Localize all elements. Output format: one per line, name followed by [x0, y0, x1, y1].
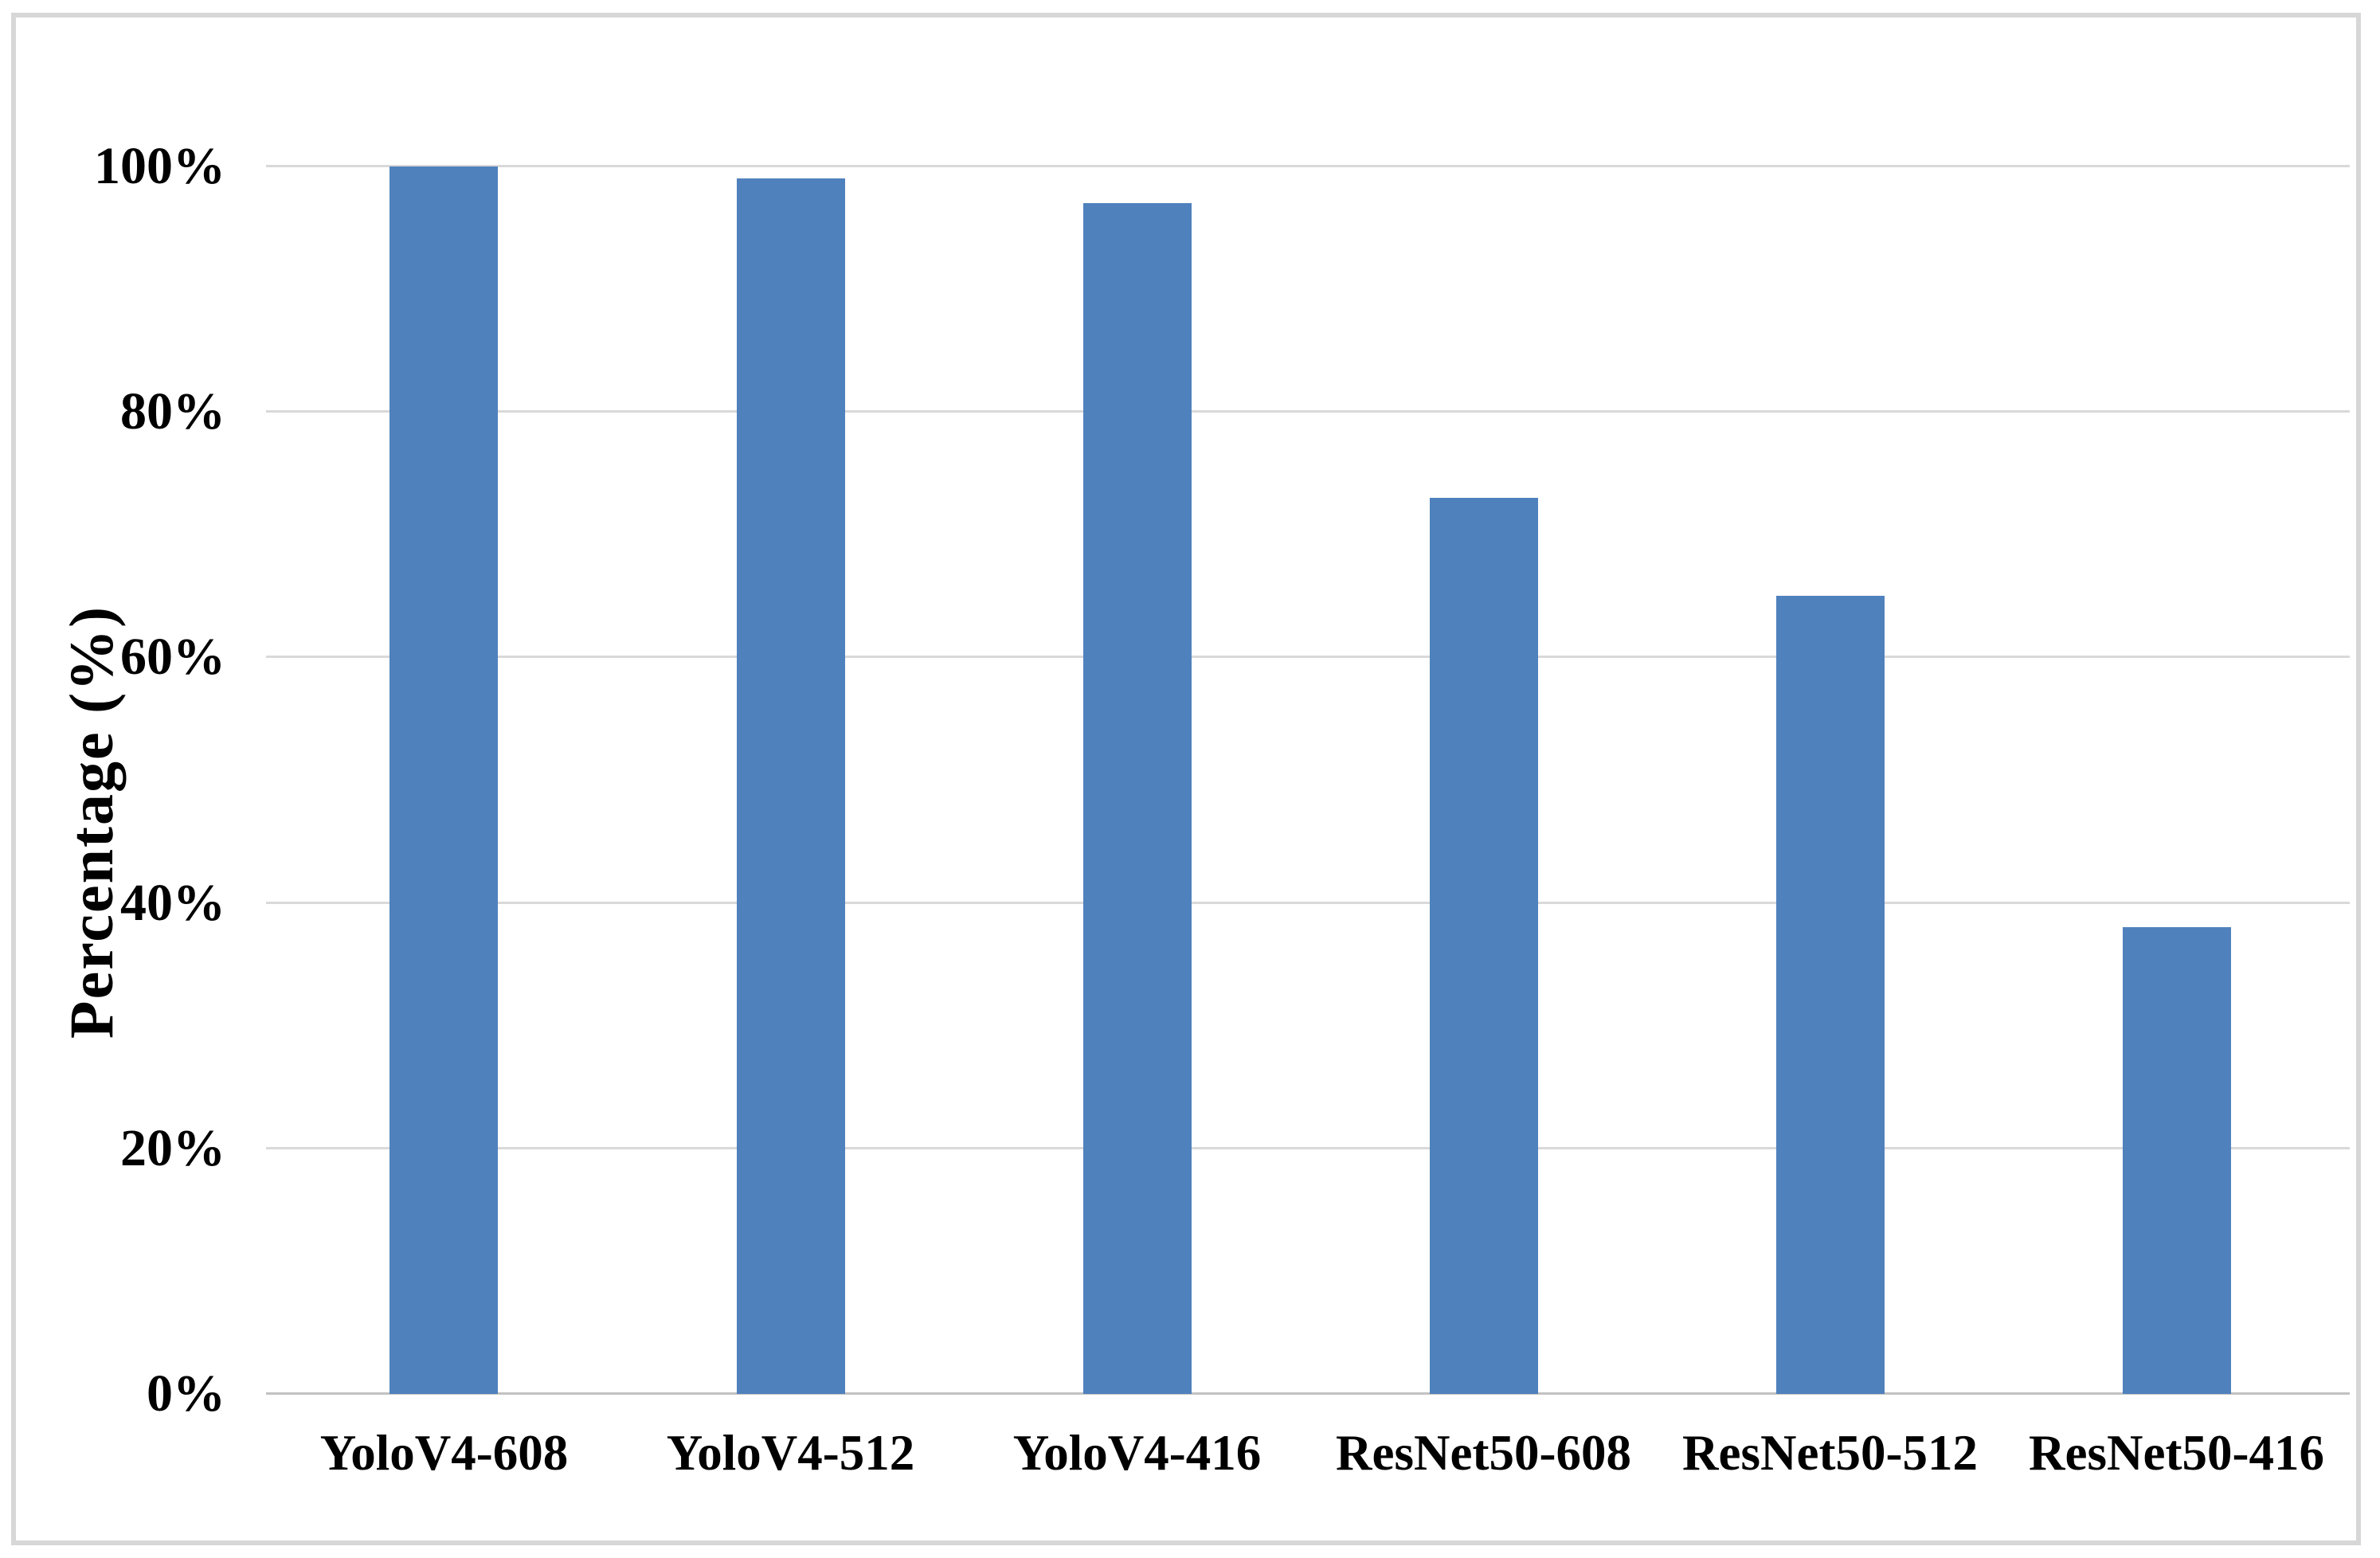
gridline-80%: [266, 410, 2350, 413]
bar-ResNet50-608: [1429, 498, 1538, 1394]
gridline-20%: [266, 1146, 2350, 1149]
bar-YoloV4-512: [736, 178, 845, 1394]
y-tick-label-40%: 40%: [120, 873, 225, 932]
chart-frame: Percentage (%) 0% 20% 40% 60% 80% 100% YoloV4…: [11, 13, 2361, 1545]
y-tick-label-80%: 80%: [120, 382, 225, 441]
x-tick-label-YoloV4-512: YoloV4-512: [666, 1425, 915, 1481]
x-axis-tick-labels: YoloV4-608 YoloV4-512 YoloV4-416 ResNet50-6…: [271, 1424, 2350, 1496]
gridline-60%: [266, 656, 2350, 659]
bar-YoloV4-416: [1082, 203, 1192, 1394]
y-tick-label-100%: 100%: [94, 137, 225, 195]
x-tick-label-YoloV4-608: YoloV4-608: [319, 1425, 569, 1481]
x-tick-label-ResNet50-416: ResNet50-416: [2029, 1425, 2324, 1481]
bar-ResNet50-416: [2122, 927, 2231, 1394]
gridline-100%: [266, 165, 2350, 167]
plot-area: [266, 165, 2350, 1395]
bar-ResNet50-512: [1775, 596, 1885, 1394]
bar-YoloV4-608: [389, 166, 499, 1394]
x-tick-label-ResNet50-608: ResNet50-608: [1336, 1425, 1631, 1481]
y-tick-label-0%: 0%: [147, 1364, 225, 1423]
x-tick-label-YoloV4-416: YoloV4-416: [1012, 1425, 1262, 1481]
x-axis-line: [266, 1392, 2350, 1395]
y-tick-label-60%: 60%: [120, 628, 225, 687]
y-axis-tick-labels: 0% 20% 40% 60% 80% 100%: [16, 140, 225, 1420]
gridline-40%: [266, 901, 2350, 904]
x-tick-label-ResNet50-512: ResNet50-512: [1682, 1425, 1978, 1481]
y-tick-label-20%: 20%: [120, 1118, 225, 1177]
